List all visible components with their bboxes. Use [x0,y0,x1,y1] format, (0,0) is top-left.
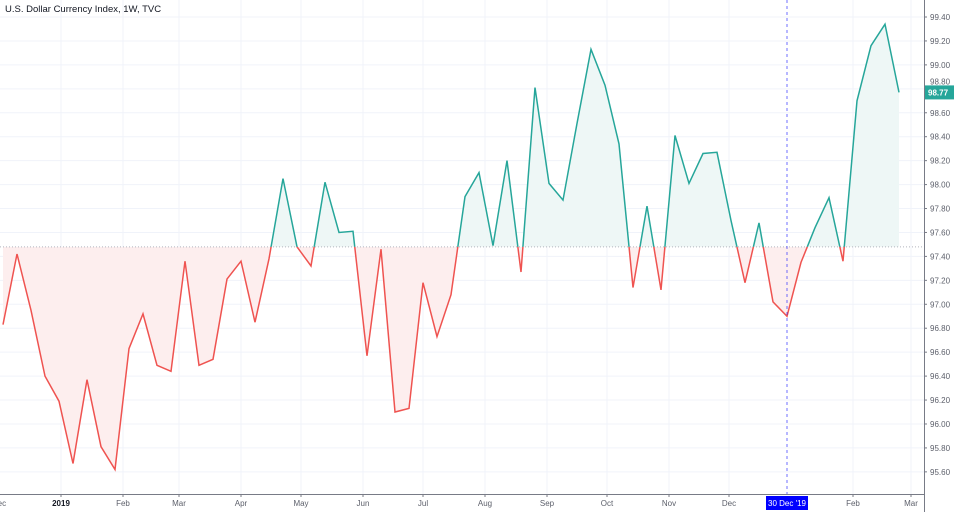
time-tick-label: Dec [722,499,736,508]
price-tick-label: 96.80 [930,324,951,333]
price-tick-label: 97.00 [930,300,951,309]
price-tick-label: 96.40 [930,372,951,381]
price-tick-label: 97.40 [930,252,951,261]
crosshair-date-label-bg [766,496,808,510]
area-above-baseline [3,24,899,247]
price-tick-label: 96.00 [930,420,951,429]
time-tick-label: 2019 [52,499,70,508]
price-tick-label: 99.20 [930,37,951,46]
time-tick-label: Aug [478,499,492,508]
price-tick-label: 97.60 [930,228,951,237]
price-tick-label: 99.00 [930,61,951,70]
time-tick-label: Mar [172,499,186,508]
last-price-label-bg [925,85,954,100]
time-tick-label: Jun [357,499,370,508]
crosshair-date-label: 30 Dec '19 [768,499,807,508]
price-tick-label: 97.80 [930,205,951,214]
time-tick-label: Sep [540,499,555,508]
price-tick-label: 98.20 [930,157,951,166]
price-axis-bg [924,0,954,512]
price-tick-label: 97.20 [930,276,951,285]
price-tick-label: 95.60 [930,468,951,477]
price-tick-label: 98.60 [930,109,951,118]
time-tick-label: Feb [116,499,130,508]
time-tick-label: Dec [0,499,6,508]
time-tick-label: May [293,499,308,508]
chart-title: U.S. Dollar Currency Index, 1W, TVC [5,4,162,15]
time-tick-label: Feb [846,499,860,508]
series-line-below [2,246,846,472]
price-tick-label: 96.20 [930,396,951,405]
price-tick-label: 95.80 [930,444,951,453]
price-tick-label: 98.40 [930,133,951,142]
price-tick-label: 98.00 [930,181,951,190]
price-tick-label: 99.40 [930,13,951,22]
price-tick-label: 96.60 [930,348,951,357]
time-tick-label: Jul [418,499,428,508]
time-tick-label: Mar [904,499,918,508]
last-price-label: 98.77 [928,88,949,97]
time-tick-label: Apr [235,499,248,508]
time-tick-label: Nov [662,499,676,508]
price-tick-label: 98.80 [930,77,951,86]
area-below-baseline [3,246,845,470]
time-tick-label: Oct [601,499,614,508]
